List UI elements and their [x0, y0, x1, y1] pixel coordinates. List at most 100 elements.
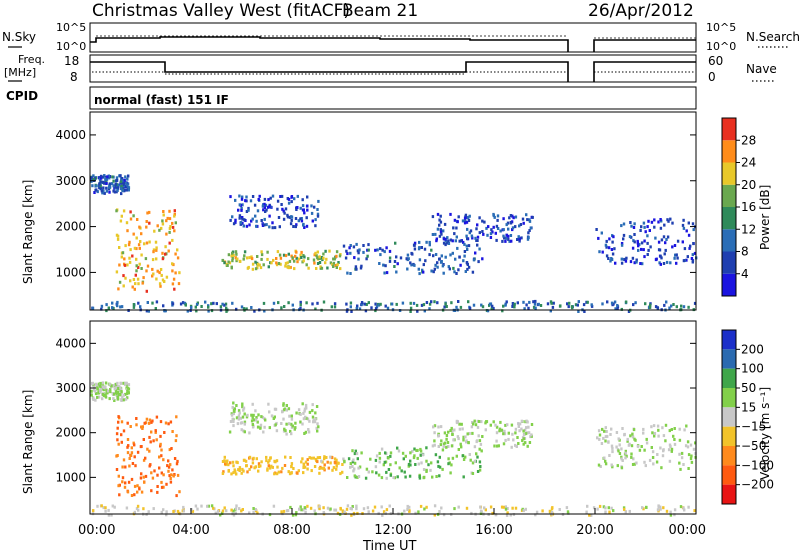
echo-cell — [207, 305, 210, 309]
echo-cell — [413, 454, 416, 458]
echo-cell — [171, 302, 175, 306]
echo-cell — [327, 466, 330, 470]
echo-cell — [329, 507, 332, 511]
echo-cell — [119, 305, 122, 309]
echo-cell — [316, 422, 319, 426]
echo-cell — [120, 192, 123, 196]
echo-cell — [357, 251, 360, 255]
echo-cell — [226, 459, 229, 463]
echo-cell — [326, 506, 330, 510]
echo-cell — [602, 505, 606, 509]
echo-cell — [402, 457, 405, 461]
echo-cell — [366, 248, 369, 252]
echo-cell — [616, 306, 619, 310]
echo-cell — [309, 506, 313, 510]
nsky-panel: N.Sky 10^5 10^0 10^5 10^0 N.Search — [2, 21, 800, 53]
echo-cell — [169, 480, 173, 484]
echo-cell — [100, 189, 104, 193]
echo-cell — [332, 261, 336, 265]
x-tick-label: 00:00 — [78, 523, 115, 538]
echo-cell — [228, 430, 232, 434]
echo-cell — [176, 248, 179, 252]
colorbar-tick-label: 24 — [741, 156, 756, 170]
echo-cell — [260, 415, 263, 419]
echo-cell — [283, 464, 287, 467]
echo-cell — [230, 254, 233, 258]
echo-cell — [254, 267, 258, 271]
echo-cell — [644, 302, 647, 306]
echo-cell — [254, 409, 257, 413]
echo-cell — [254, 260, 257, 264]
echo-cell — [440, 439, 443, 443]
echo-cell — [439, 230, 443, 234]
echo-cell — [232, 253, 235, 257]
echo-cell — [233, 468, 236, 472]
echo-cell — [333, 302, 337, 306]
echo-cell — [475, 452, 478, 456]
echo-cell — [522, 433, 526, 437]
echo-cell — [212, 506, 215, 510]
echo-cell — [256, 262, 260, 266]
echo-cell — [301, 422, 304, 426]
echo-cell — [682, 463, 685, 466]
echo-cell — [510, 239, 513, 243]
echo-cell — [259, 464, 262, 468]
echo-cell — [504, 438, 507, 442]
echo-cell — [148, 210, 151, 214]
echo-cell — [451, 456, 455, 460]
echo-cell — [322, 511, 325, 514]
echo-cell — [657, 504, 660, 508]
echo-cell — [272, 504, 276, 508]
echo-cell — [253, 309, 256, 313]
echo-cell — [453, 232, 456, 236]
echo-cell — [380, 476, 384, 480]
echo-cell — [432, 254, 435, 258]
echo-cell — [508, 239, 511, 243]
echo-cell — [264, 210, 267, 213]
echo-cell — [161, 222, 165, 226]
echo-cell — [289, 456, 292, 459]
echo-cell — [626, 437, 629, 441]
echo-cell — [287, 201, 291, 205]
echo-cell — [168, 230, 171, 234]
echo-cell — [586, 504, 589, 508]
echo-cell — [507, 431, 510, 435]
echo-cell — [152, 250, 155, 254]
echo-cell — [346, 252, 349, 256]
echo-cell — [155, 415, 159, 419]
echo-cell — [425, 459, 428, 463]
echo-cell — [120, 214, 123, 218]
echo-cell — [303, 211, 306, 215]
echo-cell — [470, 511, 473, 515]
echo-cell — [651, 431, 654, 435]
echo-cell — [492, 420, 495, 424]
echo-cell — [313, 205, 316, 209]
echo-cell — [171, 221, 174, 225]
echo-cell — [626, 439, 629, 443]
echo-cell — [290, 215, 293, 219]
echo-cell — [97, 395, 101, 399]
echo-cell — [154, 430, 157, 434]
echo-cell — [464, 455, 467, 459]
echo-cell — [320, 266, 324, 270]
echo-cell — [136, 490, 139, 494]
echo-cell — [231, 301, 234, 305]
echo-cell — [159, 442, 162, 446]
echo-cell — [263, 309, 266, 313]
echo-cell — [294, 513, 298, 517]
echo-cell — [167, 422, 170, 426]
echo-cell — [245, 415, 249, 419]
echo-cell — [502, 217, 505, 221]
echo-cell — [685, 424, 688, 428]
echo-cell — [275, 429, 279, 433]
echo-cell — [419, 449, 423, 453]
echo-cell — [122, 398, 126, 402]
echo-cell — [407, 464, 410, 468]
echo-cell — [441, 264, 445, 268]
echo-cell — [482, 232, 485, 236]
colorbar-tick-label: 28 — [741, 133, 756, 147]
echo-cell — [335, 266, 338, 269]
echo-cell — [652, 462, 655, 466]
